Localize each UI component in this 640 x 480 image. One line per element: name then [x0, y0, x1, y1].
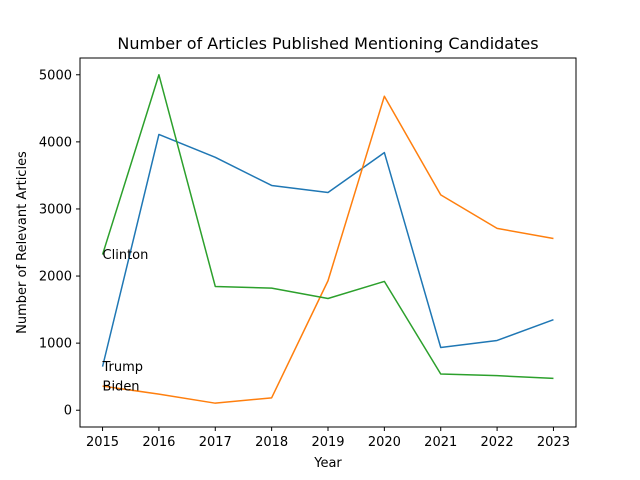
y-tick-label: 1000: [39, 337, 72, 352]
x-tick-label: 2021: [424, 435, 457, 450]
x-tick-label: 2017: [199, 435, 232, 450]
y-tick-label: 4000: [39, 135, 72, 150]
x-tick-label: 2016: [142, 435, 175, 450]
annotation-label: Trump: [102, 360, 144, 375]
series-line-3: [101, 74, 554, 380]
plot-area: [79, 57, 577, 428]
x-tick-label: 2015: [86, 435, 119, 450]
x-axis-label: Year: [313, 456, 342, 471]
y-tick-label: 2000: [39, 270, 72, 285]
y-axis-ticks: 0 1000 2000 3000 4000 5000: [39, 68, 80, 419]
y-tick-label: 3000: [39, 202, 72, 217]
y-tick-label: 0: [64, 404, 72, 419]
y-axis-label: Number of Relevant Articles: [15, 151, 30, 334]
x-tick-label: 2018: [255, 435, 288, 450]
series-lines: [101, 74, 554, 404]
x-tick-label: 2023: [537, 435, 570, 450]
annotation-label: Clinton: [103, 248, 149, 263]
series-line-2: [102, 95, 554, 404]
chart-title: Number of Articles Published Mentioning …: [117, 34, 538, 53]
annotation-label: Biden: [103, 380, 140, 395]
y-tick-label: 5000: [39, 68, 72, 83]
x-tick-label: 2019: [311, 435, 344, 450]
annotations: Clinton Trump Biden: [102, 248, 149, 394]
series-line-1: [101, 133, 554, 367]
x-tick-label: 2022: [481, 435, 514, 450]
x-tick-label: 2020: [368, 435, 401, 450]
x-axis-ticks: 2015 2016 2017 2018 2019 2020 2021 2022 2023: [86, 427, 570, 450]
